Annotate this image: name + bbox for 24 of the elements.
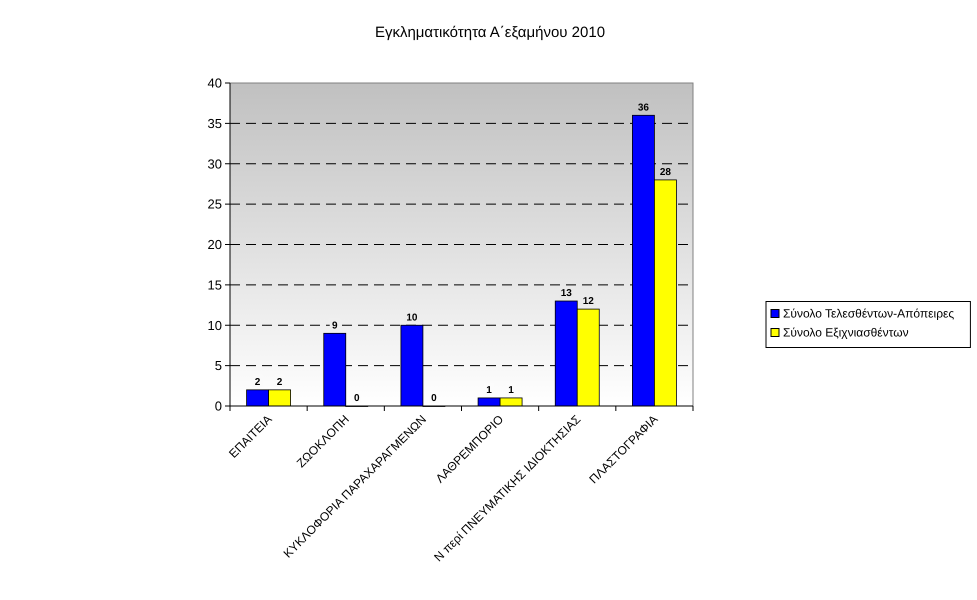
- data-label: 10: [406, 312, 418, 324]
- y-tick-label: 30: [208, 156, 222, 172]
- data-label: 0: [354, 393, 360, 404]
- data-label: 1: [486, 384, 492, 396]
- y-tick-label: 10: [208, 318, 222, 333]
- data-label: 9: [332, 320, 338, 332]
- data-label: 2: [254, 376, 261, 388]
- y-tick-label: 20: [208, 237, 222, 252]
- y-tick-label: 40: [208, 76, 222, 91]
- y-tick-label: 5: [214, 358, 222, 374]
- y-tick-label: 0: [214, 398, 222, 414]
- data-label: 36: [638, 102, 650, 114]
- data-label: 12: [582, 296, 594, 308]
- y-tick-label: 35: [208, 116, 222, 131]
- data-label: 1: [508, 384, 514, 396]
- legend-label: Σύνολο Εξιχνιασθέντων: [783, 326, 909, 340]
- legend-label: Σύνολο Τελεσθέντων-Απόπειρες: [783, 306, 954, 321]
- y-tick-label: 25: [208, 196, 222, 212]
- y-tick-label: 15: [208, 277, 222, 292]
- chart-title: Εγκληματικότητα Α΄εξαμήνου 2010: [374, 24, 606, 41]
- data-label: 2: [276, 376, 283, 388]
- data-label: 28: [660, 166, 672, 178]
- data-label: 0: [431, 393, 438, 404]
- data-label: 13: [560, 288, 572, 300]
